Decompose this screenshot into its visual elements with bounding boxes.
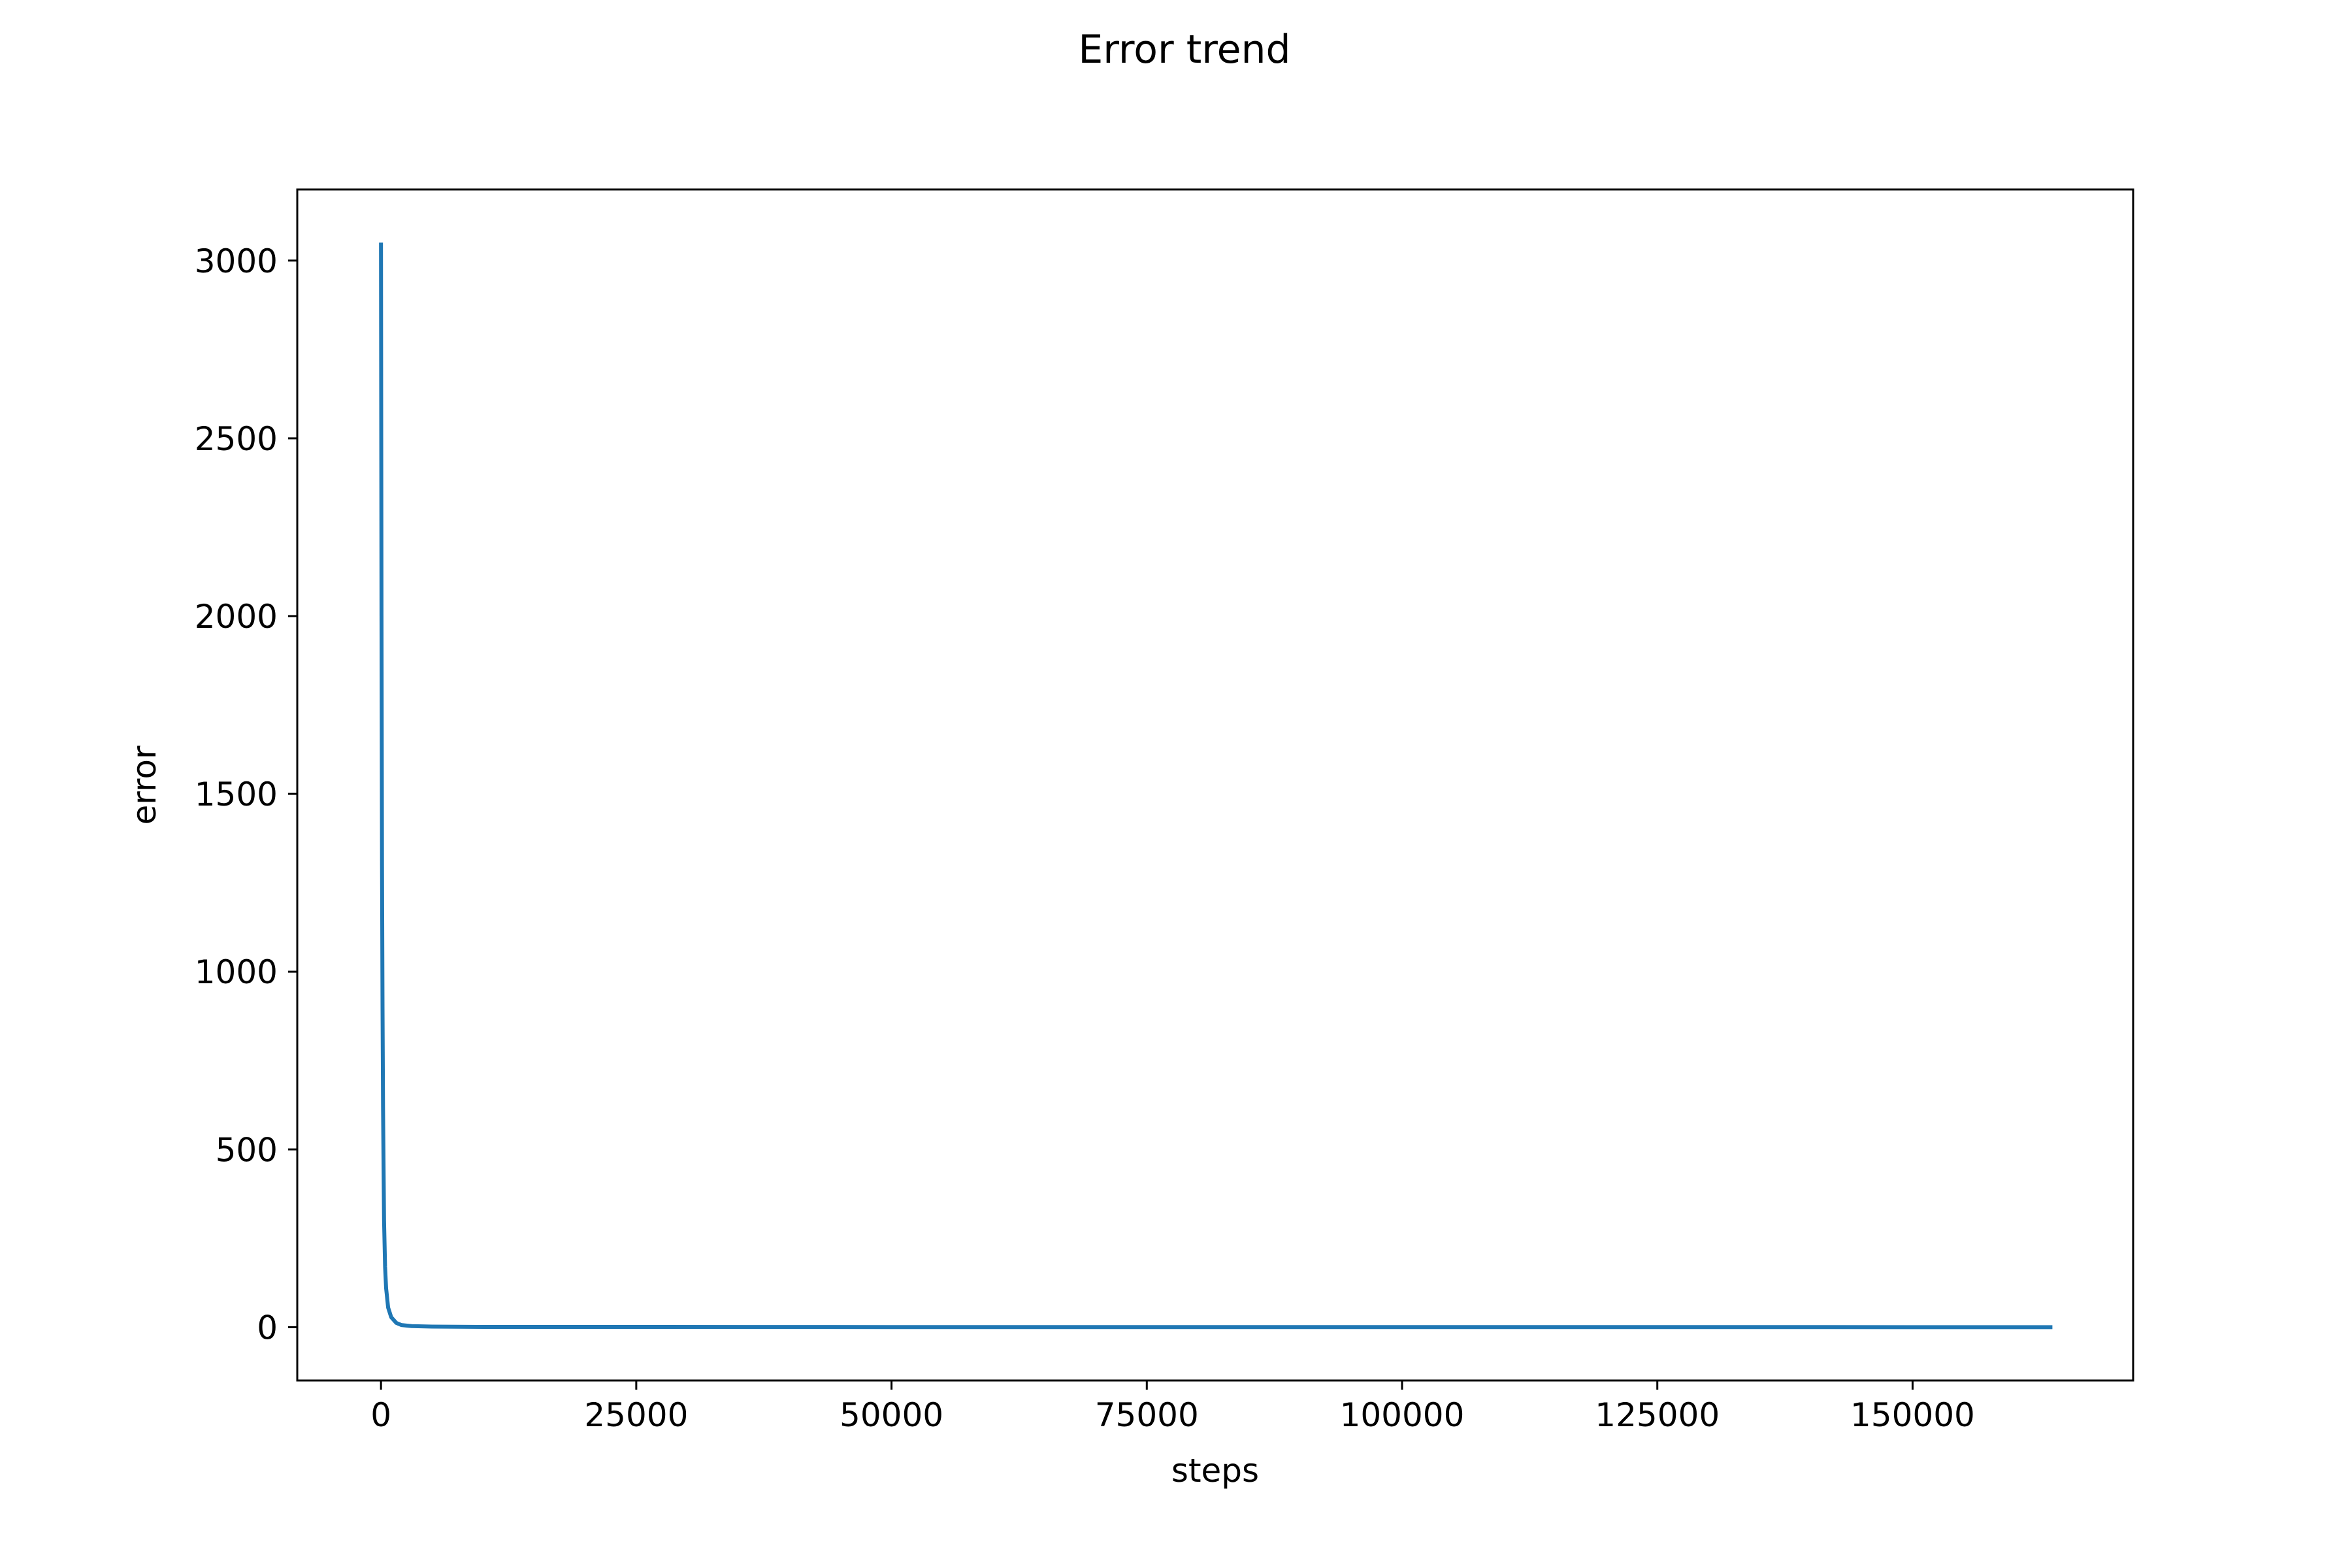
y-axis: 0 500 1000 1500 2000 2500 3000 bbox=[195, 242, 297, 1347]
x-tick-label: 125000 bbox=[1595, 1396, 1720, 1434]
x-tick-label: 75000 bbox=[1095, 1396, 1199, 1434]
y-tick-label: 1000 bbox=[195, 953, 278, 991]
x-axis: 0 25000 50000 75000 100000 125000 150000 bbox=[370, 1380, 1975, 1434]
y-tick-label: 0 bbox=[257, 1309, 278, 1347]
series-line bbox=[379, 242, 2053, 1330]
y-axis-label: error bbox=[125, 745, 163, 825]
x-tick-label: 150000 bbox=[1850, 1396, 1975, 1434]
y-tick-label: 2500 bbox=[195, 420, 278, 458]
y-tick-label: 1500 bbox=[195, 776, 278, 813]
x-tick-label: 100000 bbox=[1340, 1396, 1465, 1434]
y-tick-label: 2000 bbox=[195, 598, 278, 636]
x-tick-label: 50000 bbox=[840, 1396, 943, 1434]
axes-frame bbox=[296, 188, 2134, 1382]
x-tick-label: 0 bbox=[370, 1396, 391, 1434]
y-tick-label: 3000 bbox=[195, 242, 278, 280]
chart-title: Error trend bbox=[1078, 27, 1290, 73]
y-tick-label: 500 bbox=[216, 1131, 278, 1169]
plot-area bbox=[296, 188, 2134, 1382]
x-axis-label: steps bbox=[1171, 1452, 1259, 1490]
x-tick-label: 25000 bbox=[584, 1396, 688, 1434]
